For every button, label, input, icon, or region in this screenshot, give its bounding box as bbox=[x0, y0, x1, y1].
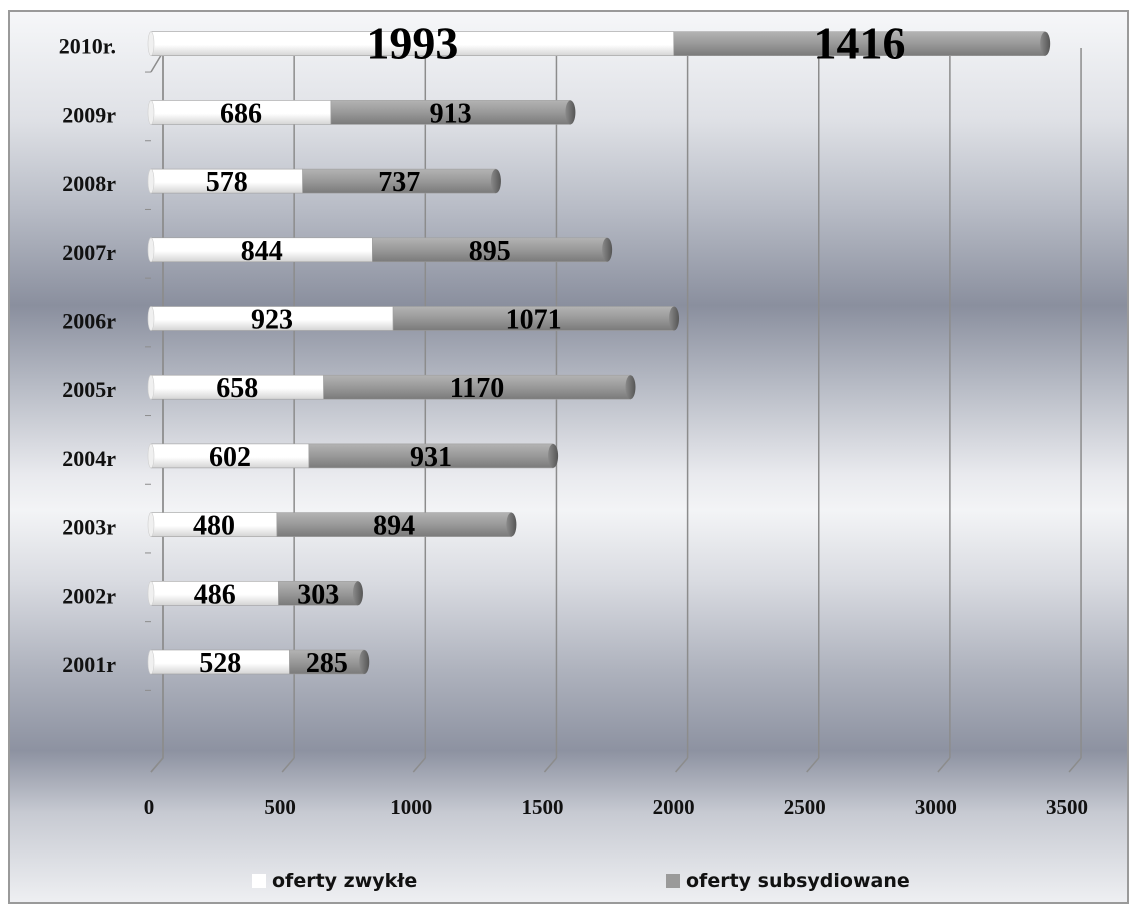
x-tick-label: 2500 bbox=[784, 795, 826, 819]
y-category-label: 2004r bbox=[62, 446, 116, 471]
y-category-label: 2010r. bbox=[59, 34, 116, 59]
legend-item-subsydiowane: oferty subsydiowane bbox=[666, 870, 910, 892]
bars bbox=[147, 31, 1051, 675]
x-tick-label: 1500 bbox=[521, 795, 563, 819]
grid-lines bbox=[145, 48, 1082, 773]
bar-start-cap bbox=[147, 443, 155, 469]
gridline-depth bbox=[937, 757, 951, 773]
bar-start-cap bbox=[147, 374, 155, 400]
data-label: 1071 bbox=[506, 305, 562, 336]
x-tick-label: 1000 bbox=[390, 795, 432, 819]
bar-end-cap bbox=[602, 237, 613, 262]
y-category-label: 2006r bbox=[62, 309, 116, 334]
legend: oferty zwykłe oferty subsydiowane bbox=[10, 870, 1127, 900]
data-label: 285 bbox=[306, 648, 348, 679]
gridline-depth bbox=[1068, 757, 1082, 773]
bar-oferty-subsydiowane bbox=[673, 31, 1046, 57]
data-labels: 528 285 486 303 480 894 602 931 658 1170 923 1071 84… bbox=[193, 18, 906, 679]
data-label: 528 bbox=[199, 648, 241, 679]
gridline-depth bbox=[675, 757, 689, 773]
bar-start-cap bbox=[147, 31, 155, 57]
bar-oferty-subsydiowane bbox=[372, 237, 608, 263]
bar-end-cap bbox=[506, 512, 517, 537]
legend-label-zwykle: oferty zwykłe bbox=[272, 870, 418, 892]
data-label: 913 bbox=[430, 98, 472, 129]
data-label: 578 bbox=[206, 167, 248, 198]
bar-end-cap bbox=[352, 581, 363, 606]
bar-oferty-zwykle bbox=[150, 168, 303, 194]
legend-swatch-subsydiowane bbox=[666, 874, 680, 888]
bar-start-cap bbox=[147, 237, 155, 263]
bar-end-cap bbox=[565, 100, 576, 125]
x-tick-label: 3000 bbox=[915, 795, 957, 819]
data-label: 895 bbox=[469, 236, 511, 267]
data-label: 737 bbox=[378, 167, 420, 198]
legend-item-zwykle: oferty zwykłe bbox=[252, 870, 417, 892]
bar-oferty-zwykle bbox=[150, 100, 332, 125]
bar-end-cap bbox=[548, 443, 559, 468]
x-axis-labels: 0 500 1000 1500 2000 2500 3000 3500 bbox=[144, 795, 1088, 819]
data-label: 486 bbox=[194, 579, 236, 610]
y-category-label: 2008r bbox=[62, 171, 116, 196]
gridline-depth bbox=[543, 757, 558, 773]
bar-oferty-subsydiowane bbox=[308, 443, 554, 469]
bar-oferty-zwykle bbox=[150, 512, 278, 537]
bar-end-cap bbox=[625, 375, 636, 400]
bar-end-cap bbox=[490, 169, 501, 194]
y-category-label: 2007r bbox=[62, 240, 116, 265]
gridline-depth bbox=[412, 757, 426, 773]
x-tick-label: 0 bbox=[144, 795, 155, 819]
bar-end-cap bbox=[669, 306, 680, 331]
y-category-label: 2005r bbox=[62, 377, 116, 402]
y-category-label: 2009r bbox=[62, 102, 116, 127]
bar-start-cap bbox=[147, 512, 155, 537]
data-label: 658 bbox=[216, 373, 258, 404]
data-label: 931 bbox=[410, 442, 452, 473]
data-label: 686 bbox=[220, 98, 262, 129]
bar-oferty-subsydiowane bbox=[392, 306, 675, 331]
bar-start-cap bbox=[147, 306, 155, 331]
legend-label-subsydiowane: oferty subsydiowane bbox=[686, 870, 910, 892]
bar-start-cap bbox=[147, 649, 155, 675]
bar-oferty-subsydiowane bbox=[276, 512, 512, 537]
bar-oferty-subsydiowane bbox=[330, 100, 571, 125]
y-category-label: 2003r bbox=[62, 515, 116, 540]
y-axis-line bbox=[150, 49, 164, 773]
y-category-label: 2001r bbox=[62, 652, 116, 677]
bar-oferty-zwykle bbox=[150, 31, 675, 57]
data-label: 1993 bbox=[366, 18, 458, 69]
gridline-depth bbox=[281, 757, 295, 773]
bar-oferty-zwykle bbox=[150, 237, 373, 263]
bar-oferty-zwykle bbox=[150, 306, 394, 331]
data-label: 894 bbox=[373, 511, 415, 542]
data-label: 1170 bbox=[450, 373, 504, 404]
data-label: 844 bbox=[241, 236, 283, 267]
x-tick-label: 3500 bbox=[1046, 795, 1088, 819]
x-tick-label: 500 bbox=[264, 795, 296, 819]
chart-plot: 2001r 2002r 2003r 2004r 2005r 2006r 2007r 2008r… bbox=[59, 18, 1088, 819]
bar-oferty-subsydiowane bbox=[323, 374, 631, 400]
bar-end-cap bbox=[1040, 31, 1051, 56]
bar-start-cap bbox=[147, 168, 155, 194]
x-tick-label: 2000 bbox=[653, 795, 695, 819]
y-category-label: 2002r bbox=[62, 583, 116, 608]
chart-frame: 2001r 2002r 2003r 2004r 2005r 2006r 2007r 2008r… bbox=[8, 10, 1129, 904]
bar-end-cap bbox=[359, 650, 370, 674]
legend-swatch-zwykle bbox=[252, 874, 266, 888]
gridline-depth bbox=[806, 757, 820, 773]
bar-start-cap bbox=[147, 580, 155, 606]
data-label: 480 bbox=[193, 511, 235, 542]
bar-oferty-subsydiowane bbox=[278, 580, 359, 606]
bar-start-cap bbox=[147, 100, 155, 125]
data-label: 602 bbox=[209, 442, 251, 473]
data-label: 303 bbox=[297, 579, 339, 610]
data-label: 1416 bbox=[813, 18, 905, 69]
y-axis-labels: 2001r 2002r 2003r 2004r 2005r 2006r 2007r 2008r… bbox=[59, 34, 116, 677]
data-label: 923 bbox=[251, 305, 293, 336]
